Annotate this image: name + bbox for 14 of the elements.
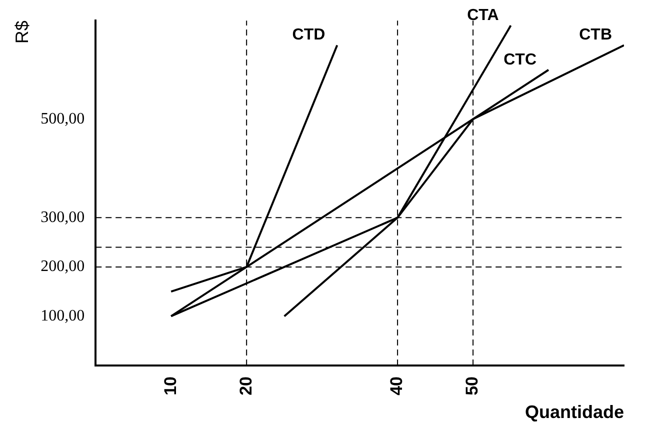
series-label: CTA	[467, 6, 500, 24]
y-tick-label: 100,00	[40, 307, 85, 324]
series-label: CTB	[579, 26, 612, 44]
y-axis-title: R$	[12, 20, 32, 44]
series-label: CTD	[292, 26, 326, 44]
y-tick-label: 200,00	[40, 258, 85, 276]
x-tick-label: 50	[462, 376, 482, 396]
series-label: CTC	[504, 51, 537, 68]
x-tick-label: 40	[387, 376, 406, 396]
y-tick-label: 300,00	[40, 208, 85, 226]
x-tick-label: 10	[160, 376, 180, 396]
y-tick-label: 500,00	[40, 110, 85, 128]
x-axis-title: Quantidade	[524, 402, 624, 422]
x-tick-label: 20	[236, 376, 256, 396]
